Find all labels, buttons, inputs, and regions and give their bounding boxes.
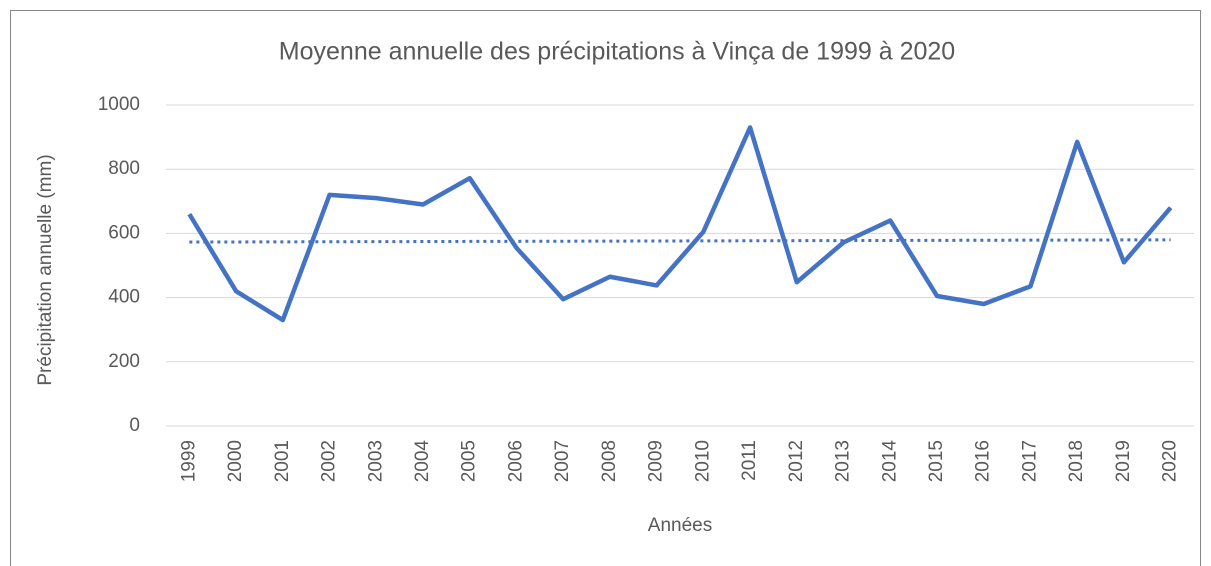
x-tick-label: 2009 xyxy=(646,440,667,482)
chart-border xyxy=(10,10,1201,566)
x-tick-label: 2004 xyxy=(412,440,433,483)
x-tick-label: 2014 xyxy=(879,440,900,483)
x-tick-label: 2003 xyxy=(365,440,386,482)
x-tick-label: 2006 xyxy=(505,440,526,482)
chart-title: Moyenne annuelle des précipitations à Vi… xyxy=(279,38,955,66)
y-tick-label: 1000 xyxy=(98,94,140,115)
x-tick-label: 2008 xyxy=(599,440,620,482)
x-tick-label: 2010 xyxy=(692,440,713,482)
x-tick-label: 2018 xyxy=(1066,440,1087,482)
line-series xyxy=(187,125,1173,323)
x-tick-label: 2013 xyxy=(833,440,854,482)
x-tick-label: 2007 xyxy=(552,440,573,482)
x-tick-label: 2012 xyxy=(786,440,807,482)
x-tick-label: 2016 xyxy=(973,440,994,482)
x-tick-label: 2002 xyxy=(319,440,340,482)
x-tick-label: 2015 xyxy=(926,440,947,482)
y-tick-label: 400 xyxy=(108,287,140,308)
x-tick-label: 2020 xyxy=(1160,440,1181,482)
x-tick-label: 2019 xyxy=(1113,440,1134,482)
y-tick-label: 0 xyxy=(129,415,140,436)
x-axis-label: Années xyxy=(648,515,712,536)
y-tick-label: 600 xyxy=(108,222,140,243)
y-tick-label: 800 xyxy=(108,158,140,179)
x-tick-label: 2011 xyxy=(739,440,760,481)
y-tick-label: 200 xyxy=(108,351,140,372)
y-axis-label: Précipitation annuelle (mm) xyxy=(35,154,56,385)
trend-line xyxy=(189,238,1171,244)
x-tick-label: 2000 xyxy=(225,440,246,482)
x-tick-label: 2017 xyxy=(1019,440,1040,482)
x-tick-label: 2005 xyxy=(459,440,480,482)
x-tick-label: 1999 xyxy=(178,440,199,482)
x-tick-label: 2001 xyxy=(272,440,293,482)
